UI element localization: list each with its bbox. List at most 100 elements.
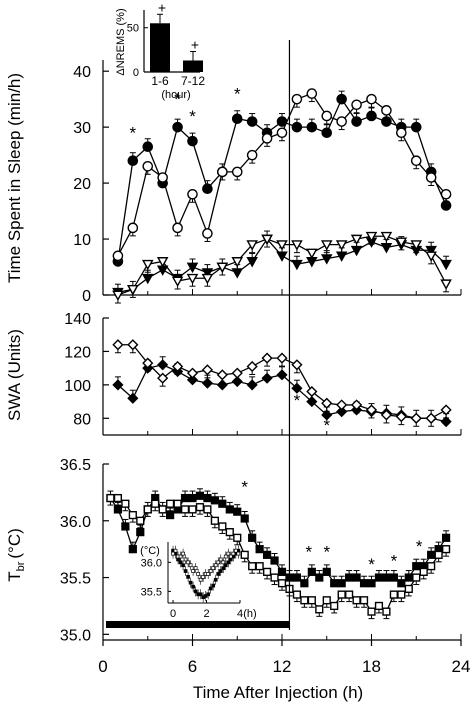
swa-point — [380, 409, 393, 421]
tbr-point — [404, 573, 413, 582]
tbr-point — [151, 499, 160, 508]
tbr-point — [128, 545, 137, 554]
tbr-point — [233, 533, 242, 542]
sleep-point — [440, 188, 452, 200]
inset-temp-point — [186, 560, 190, 565]
tbr-y-tick-label: 36.0 — [60, 514, 91, 531]
swa-point — [425, 412, 437, 424]
inset-temp-point — [211, 566, 216, 570]
tbr-point — [136, 516, 145, 525]
inset-bar-plus-mark: + — [158, 0, 166, 15]
inset-temp-point — [198, 577, 203, 582]
tbr-point — [404, 584, 413, 594]
swa-point — [306, 395, 318, 408]
tbr-point — [166, 499, 175, 508]
inset-temp-point — [186, 575, 190, 579]
sleep-significance-mark: * — [130, 124, 137, 143]
inset-temp-point — [183, 557, 188, 562]
tbr-point — [292, 573, 302, 582]
sleep-point — [202, 183, 213, 194]
sleep-point — [380, 243, 393, 254]
sleep-point — [350, 245, 363, 257]
inset-temp-point — [173, 548, 178, 553]
swa-point — [231, 367, 243, 379]
tbr-point — [322, 596, 331, 605]
tbr-significance-mark: * — [391, 552, 398, 571]
sleep-y-tick-label: 40 — [73, 64, 91, 81]
inset-temp-y-tick-label: 36.0 — [141, 557, 162, 569]
inset-temp-point — [226, 551, 231, 556]
inset-temp-point — [208, 569, 213, 573]
tbr-point — [121, 499, 130, 508]
sleep-point — [231, 166, 243, 178]
inset-temp-point — [221, 560, 226, 565]
dark-period-bar — [106, 621, 290, 628]
sleep-point — [425, 251, 437, 262]
swa-point — [321, 397, 333, 409]
tbr-point — [240, 514, 249, 523]
tbr-label-main: T — [5, 571, 24, 581]
swa-point — [127, 339, 139, 351]
swa-point — [157, 372, 169, 384]
sleep-point — [321, 110, 333, 122]
tbr-y-axis-label: Tbr (°C) — [5, 528, 27, 582]
tbr-point — [106, 493, 115, 503]
tbr-point — [195, 491, 205, 500]
inset-temp-point — [218, 557, 223, 562]
sleep-point — [396, 127, 407, 139]
swa-point — [440, 404, 452, 416]
swa-point — [201, 377, 214, 389]
sleep-point — [231, 257, 244, 268]
inset-bar-y-tick-label: 0 — [133, 67, 139, 79]
tbr-significance-mark: * — [306, 542, 313, 561]
sleep-point — [231, 268, 244, 279]
sleep-point — [336, 116, 347, 127]
sleep-point — [306, 121, 318, 133]
tbr-significance-mark: * — [241, 478, 248, 497]
sleep-point — [127, 285, 139, 296]
sleep-point — [320, 254, 333, 265]
tbr-point — [225, 528, 234, 537]
sleep-point — [381, 105, 392, 116]
sleep-point — [276, 251, 288, 262]
sleep-point — [201, 273, 214, 285]
swa-point — [410, 412, 422, 424]
sleep-point — [112, 250, 124, 262]
swa-point — [216, 379, 228, 391]
inset-temp-y-tick-label: 35.5 — [141, 586, 162, 598]
tbr-significance-mark: * — [323, 542, 330, 561]
sleep-point — [112, 290, 124, 302]
swa-point — [246, 360, 258, 373]
swa-point — [142, 357, 154, 369]
swa-point — [127, 392, 139, 404]
sleep-y-axis-label: Time Spent in Sleep (min/h) — [5, 73, 24, 283]
sleep-point — [172, 121, 183, 133]
inset-temp-point — [181, 563, 185, 568]
inset-bar-category-label: 7-12 — [181, 74, 205, 88]
tbr-point — [382, 607, 391, 616]
sleep-point — [440, 259, 452, 271]
inset-temp-point — [188, 580, 193, 585]
swa-point — [261, 352, 273, 364]
sleep-point — [201, 268, 214, 279]
tbr-point — [441, 533, 451, 542]
tbr-point — [158, 505, 167, 514]
sleep-panel: 0 10 20 30 40 * * * * — [73, 60, 462, 305]
tbr-point — [389, 573, 398, 582]
swa-point — [112, 379, 124, 391]
tbr-point — [180, 493, 190, 503]
tbr-point — [397, 579, 406, 588]
sleep-point — [216, 262, 229, 274]
sleep-point — [306, 88, 318, 99]
tbr-point — [255, 545, 264, 554]
sleep-point — [351, 116, 362, 127]
swa-y-tick-label: 120 — [64, 344, 91, 361]
tbr-point — [233, 507, 242, 516]
tbr-point — [412, 562, 421, 571]
tbr-point — [292, 590, 302, 599]
x-tick-label: 18 — [362, 657, 381, 676]
sleep-point — [127, 222, 139, 234]
sleep-significance-mark: * — [189, 107, 196, 126]
swa-point — [261, 372, 273, 384]
nrems-inset-panel: 0 50 +1-6 +7-12(hour) ΔNREMS (%) — [115, 0, 205, 101]
